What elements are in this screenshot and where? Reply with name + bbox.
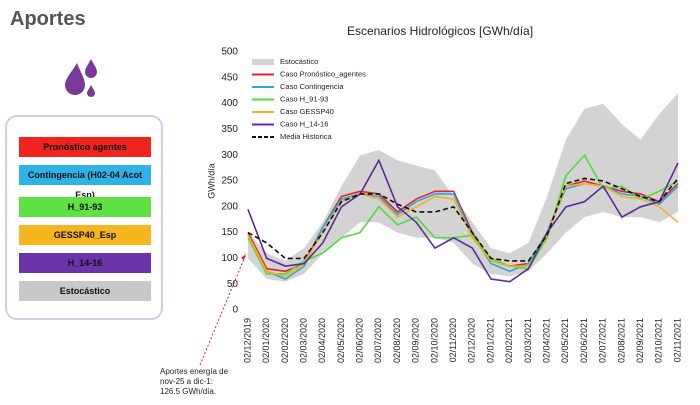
y-tick-label: 450	[221, 72, 238, 83]
legend-swatch	[252, 59, 274, 65]
y-tick-label: 50	[227, 279, 239, 290]
x-tick-label: 02/02/2020	[280, 318, 290, 363]
x-tick-label: 02/11/2021	[672, 318, 682, 362]
x-tick-label: 02/10/2021	[654, 318, 664, 363]
annotation-arrow	[199, 253, 247, 366]
x-tick-label: 02/05/2021	[560, 318, 570, 363]
scenario-button: H_14-16	[19, 253, 151, 273]
y-tick-label: 200	[221, 201, 238, 212]
chart-title: Escenarios Hidrológicos [GWh/día]	[347, 24, 533, 38]
scenario-button: GESSP40_Esp	[19, 225, 151, 245]
y-tick-label: 150	[221, 227, 238, 238]
x-tick-label: 02/12/2020	[467, 318, 477, 363]
slide-title: Aportes	[10, 8, 86, 30]
series-line	[247, 177, 679, 262]
x-tick-label: 02/02/2021	[504, 318, 514, 363]
x-tick-label: 02/07/2020	[373, 318, 383, 363]
series-line	[247, 158, 679, 283]
x-tick-label: 02/05/2020	[336, 318, 346, 363]
x-tick-label: 02/04/2020	[317, 318, 327, 363]
x-tick-label: 02/04/2021	[542, 318, 552, 363]
x-tick-label: 02/03/2021	[523, 318, 533, 363]
y-tick-label: 250	[221, 176, 238, 187]
legend-label: Caso GESSP40	[280, 107, 334, 116]
x-tick-label: 02/10/2020	[429, 318, 439, 363]
x-tick-label: 02/07/2021	[598, 318, 608, 363]
x-tick-label: 02/11/2020	[448, 318, 458, 362]
scenario-button: H_91-93	[19, 197, 151, 217]
legend-label: Estocástico	[280, 57, 318, 66]
legend-label: Media Historica	[280, 132, 333, 141]
x-tick-label: 02/06/2021	[579, 318, 589, 363]
legend-panel: Pronóstico agentes Contingencia (H02-04 A…	[5, 115, 163, 320]
annotation: 126.5 GWh/día.	[160, 387, 216, 396]
x-tick-label: 02/12/2019	[242, 318, 252, 363]
legend-label: Caso Pronóstico_agentes	[280, 69, 366, 78]
y-tick-label: 400	[221, 98, 238, 109]
y-tick-label: 300	[221, 150, 238, 161]
x-tick-label: 02/08/2020	[392, 318, 402, 363]
annotation: Aportes energía de	[160, 367, 229, 376]
x-tick-label: 02/03/2020	[298, 318, 308, 363]
y-tick-label: 0	[232, 305, 238, 316]
x-tick-label: 02/08/2021	[616, 318, 626, 363]
annotation: nov-25 a dic-1:	[160, 377, 213, 386]
scenario-button: Pronóstico agentes	[19, 137, 151, 157]
stochastic-band	[248, 93, 678, 282]
scenario-button: Contingencia (H02-04 Acot Esp)	[19, 165, 151, 200]
x-tick-label: 02/01/2020	[261, 318, 271, 363]
legend-label: Caso H_14-16	[280, 119, 328, 128]
legend-label: Caso Contingencia	[280, 82, 344, 91]
y-axis-label: GWh/día	[206, 163, 216, 199]
x-tick-label: 02/09/2020	[411, 318, 421, 363]
x-tick-label: 02/01/2021	[485, 318, 495, 363]
drops-icon	[65, 59, 97, 97]
x-tick-label: 02/09/2021	[635, 318, 645, 363]
x-tick-label: 02/06/2020	[355, 318, 365, 363]
y-tick-label: 500	[221, 47, 238, 58]
y-tick-label: 350	[221, 124, 238, 135]
y-tick-label: 100	[221, 253, 238, 264]
arrow-head	[241, 254, 246, 260]
legend-label: Caso H_91-93	[280, 94, 328, 103]
scenario-button: Estocástico	[19, 281, 151, 301]
